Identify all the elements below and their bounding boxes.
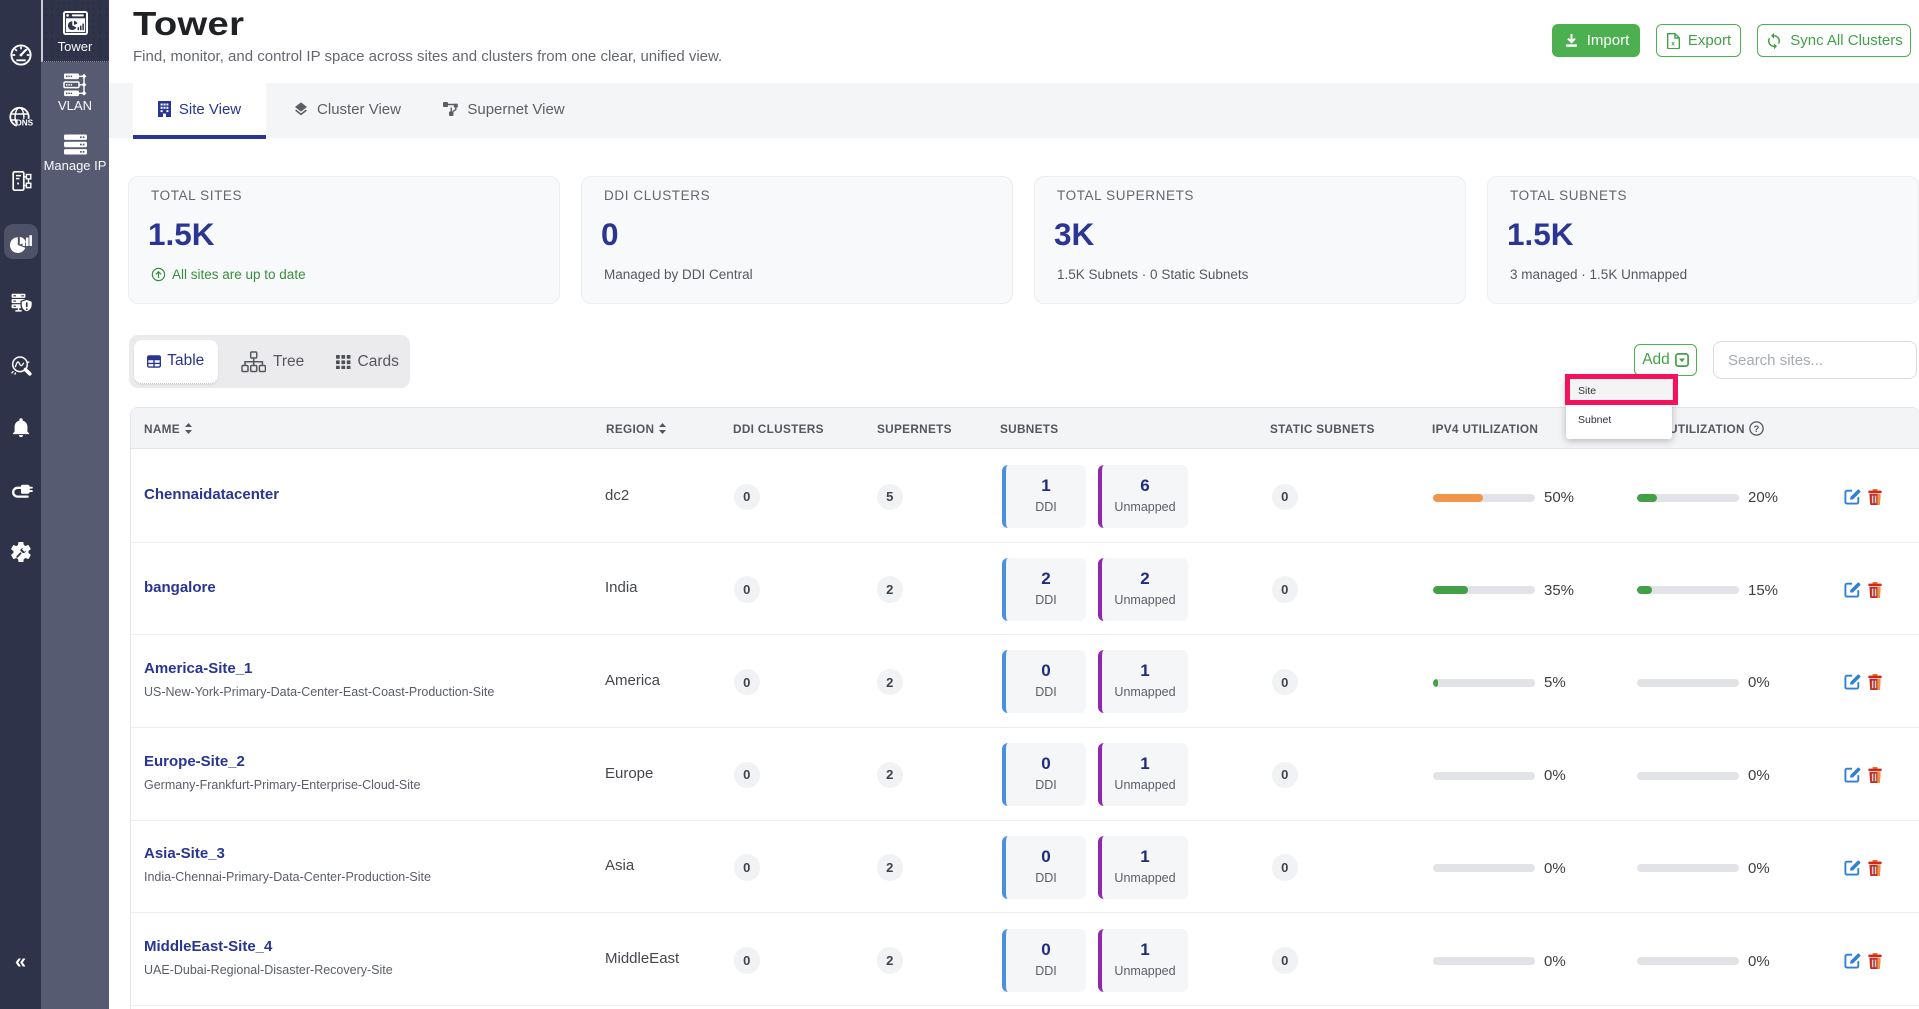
svg-text:x: x (1671, 40, 1675, 47)
svg-text:?: ? (1753, 424, 1759, 435)
svg-text:DNS: DNS (16, 119, 33, 128)
